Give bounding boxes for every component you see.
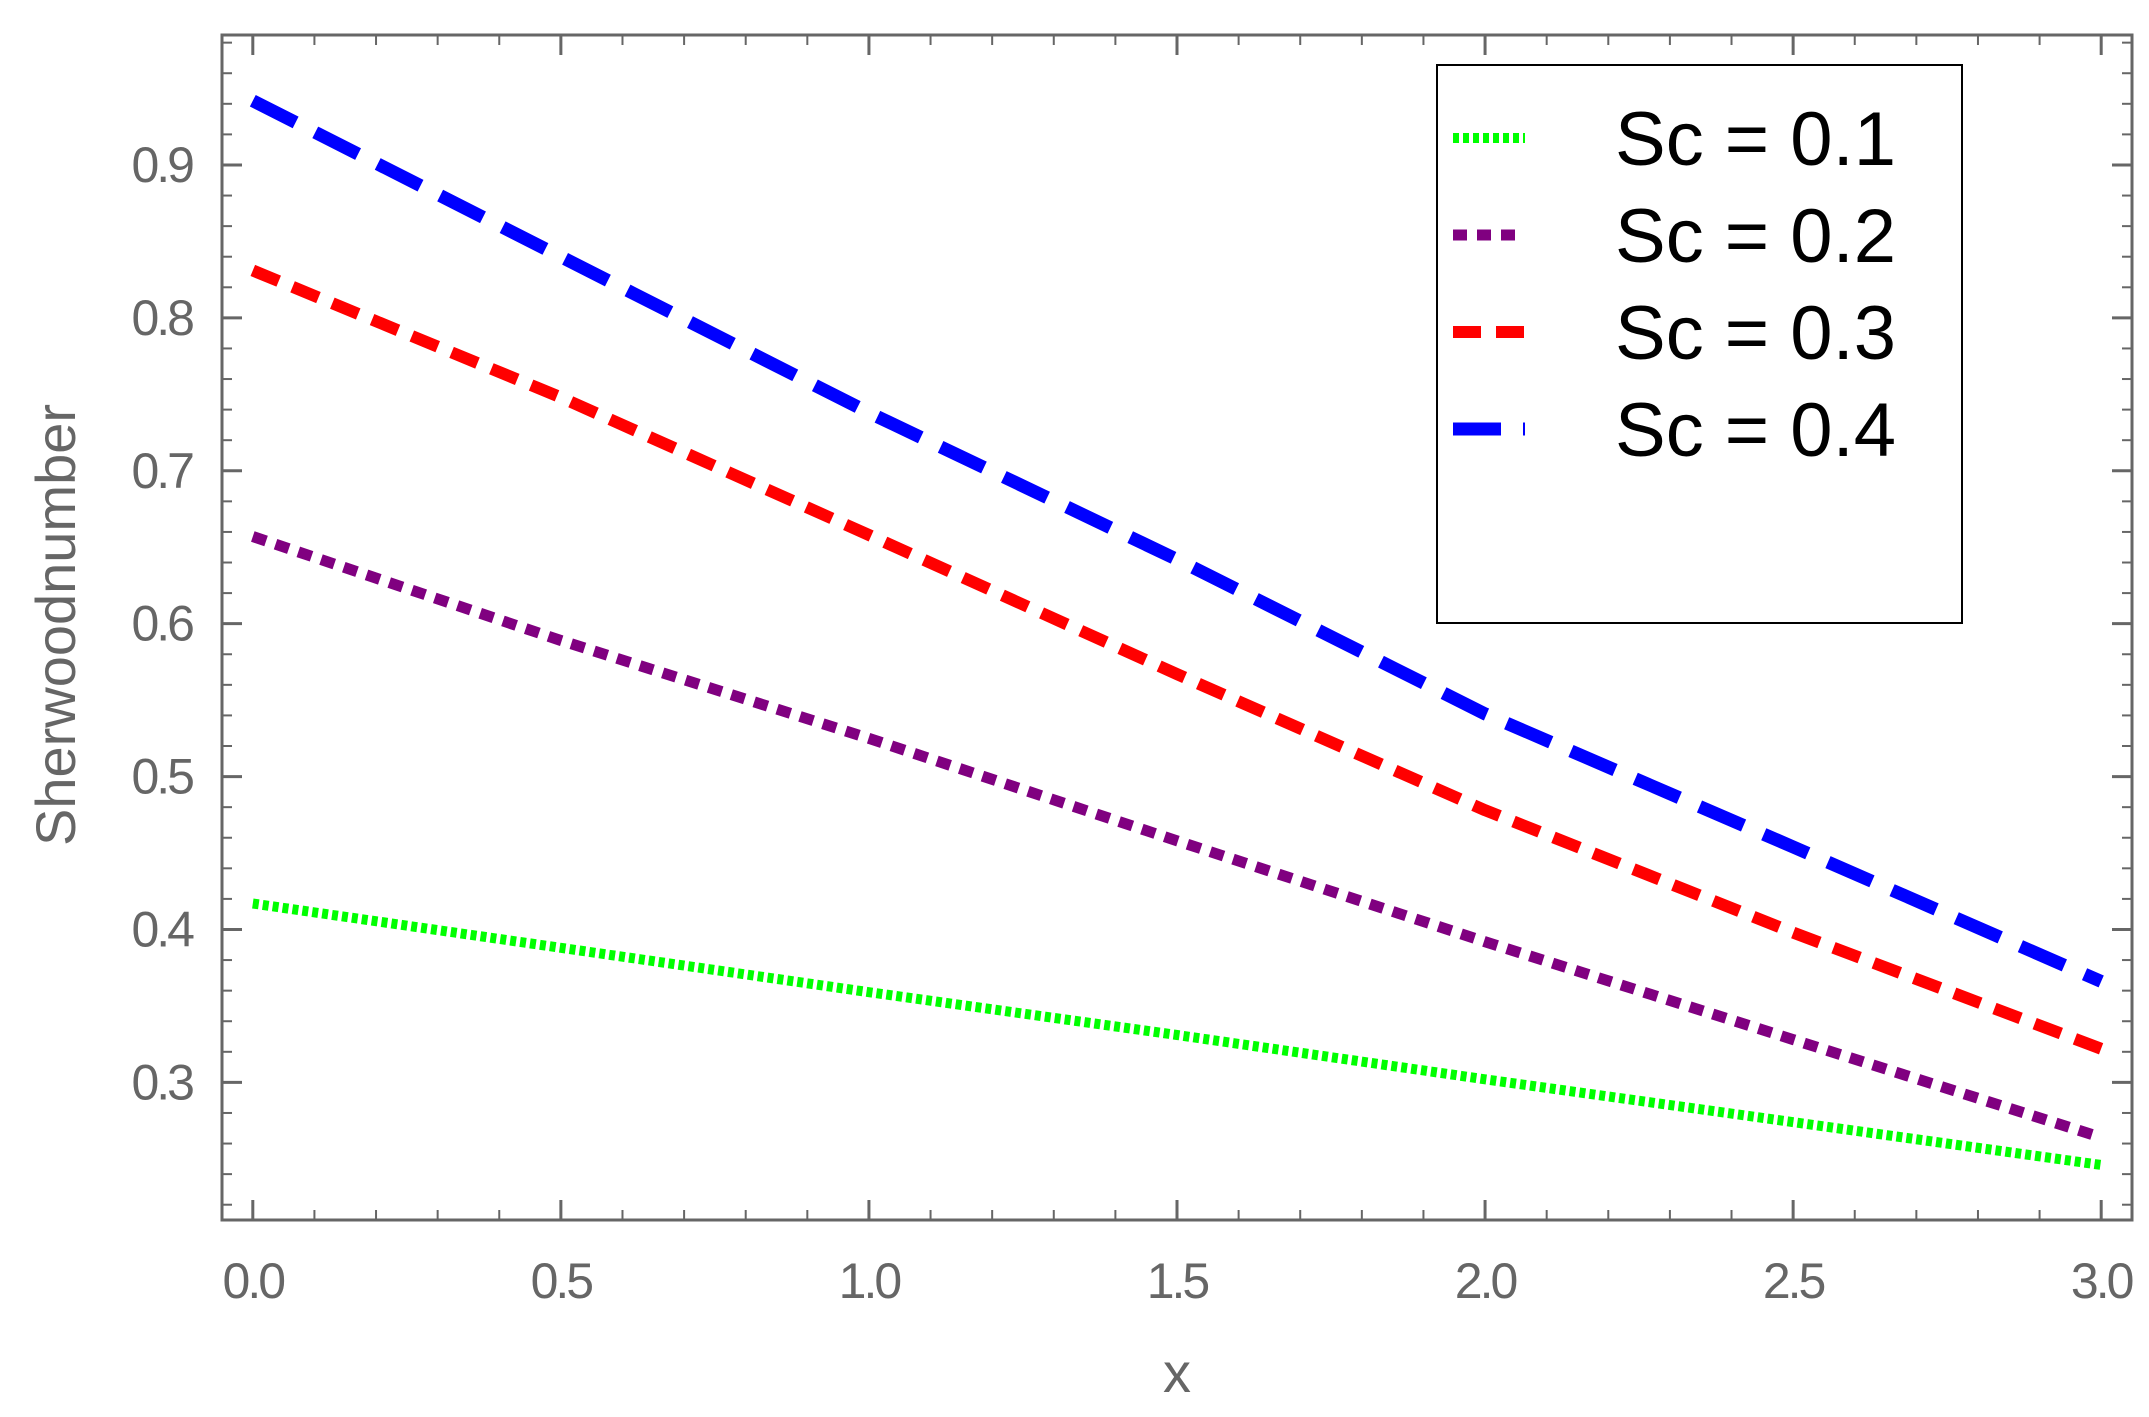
series-lines: [249, 94, 2104, 1170]
series-line-2: [251, 531, 2103, 1143]
x-tick-label: 0.0: [223, 1253, 285, 1309]
y-tick-label: 0.5: [131, 749, 193, 805]
x-tick-label: 1.0: [839, 1253, 901, 1309]
y-tick-label: 0.7: [131, 443, 193, 499]
legend-box: [1436, 64, 1963, 624]
x-tick-label: 3.0: [2071, 1253, 2133, 1309]
x-tick-label: 0.5: [531, 1253, 593, 1309]
series-line-3: [250, 264, 2104, 1055]
legend-label: Sc = 0.2: [1615, 194, 1896, 279]
y-tick-label: 0.9: [131, 137, 193, 193]
legend-label: Sc = 0.3: [1615, 291, 1896, 376]
y-tick-label: 0.6: [131, 596, 193, 652]
x-tick-labels: 0.0 0.5 1.0 1.5 2.0 2.5 3.0: [223, 1253, 2136, 1309]
x-tick-label: 2.0: [1455, 1253, 1517, 1309]
legend: Sc = 0.1 Sc = 0.2 Sc = 0.3 Sc = 0.4: [1436, 64, 1963, 624]
x-axis-title: x: [1163, 1341, 1191, 1404]
y-tick-labels: 0.3 0.4 0.5 0.6 0.7 0.8 0.9: [131, 137, 197, 1110]
y-axis-title: Sherwoodnumber: [24, 404, 87, 846]
series-line-1: [252, 898, 2102, 1170]
legend-label: Sc = 0.4: [1615, 388, 1896, 473]
x-tick-label: 1.5: [1147, 1253, 1209, 1309]
y-tick-label: 0.4: [131, 901, 194, 957]
y-tick-label: 0.8: [131, 290, 193, 346]
series-line-4: [249, 94, 2104, 988]
axis-ticks: [222, 35, 2132, 1220]
x-tick-label: 2.5: [1763, 1253, 1825, 1309]
legend-label: Sc = 0.1: [1615, 97, 1896, 182]
y-tick-label: 0.3: [131, 1054, 193, 1110]
